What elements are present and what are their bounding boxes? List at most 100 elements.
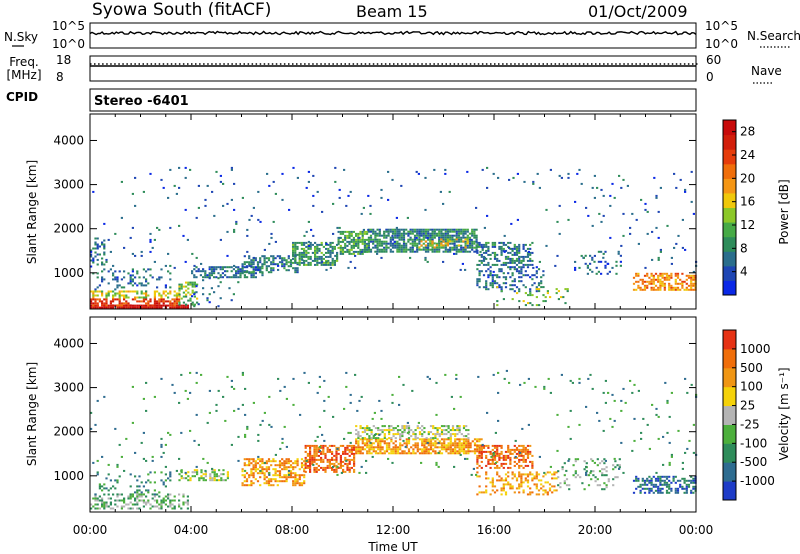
data-cell xyxy=(361,236,364,239)
data-cell xyxy=(187,479,190,482)
data-cell xyxy=(426,246,429,249)
data-cell xyxy=(125,437,128,440)
data-cell xyxy=(105,260,108,263)
data-cell xyxy=(390,425,393,428)
data-cell xyxy=(370,452,373,455)
data-cell xyxy=(522,450,525,453)
data-cell xyxy=(518,280,521,283)
data-cell xyxy=(515,462,519,465)
data-cell xyxy=(685,483,688,486)
data-cell xyxy=(366,450,369,453)
data-cell xyxy=(535,485,538,488)
data-cell xyxy=(480,491,483,494)
data-cell xyxy=(429,242,432,245)
data-cell xyxy=(208,274,211,277)
data-cell xyxy=(357,250,360,253)
data-cell xyxy=(241,263,244,266)
data-cell xyxy=(305,253,308,256)
data-cell xyxy=(418,438,422,441)
data-cell xyxy=(683,487,686,490)
data-cell xyxy=(462,240,465,243)
data-cell xyxy=(466,242,469,245)
data-cell xyxy=(218,479,221,482)
data-cell xyxy=(674,274,677,277)
data-cell xyxy=(357,236,360,239)
data-cell xyxy=(96,507,99,510)
data-cell xyxy=(651,258,654,261)
data-cell xyxy=(434,442,437,445)
data-cell xyxy=(690,276,693,279)
data-cell xyxy=(542,489,545,492)
data-cell xyxy=(411,248,414,251)
data-cell xyxy=(460,248,463,251)
data-cell xyxy=(607,480,610,483)
data-cell xyxy=(670,487,673,490)
data-cell xyxy=(101,499,104,502)
data-cell xyxy=(659,286,662,289)
data-cell xyxy=(410,435,413,438)
data-cell xyxy=(391,178,394,181)
data-cell xyxy=(465,444,468,447)
data-cell xyxy=(429,438,433,441)
data-cell xyxy=(504,257,508,260)
data-cell xyxy=(105,306,108,309)
data-cell xyxy=(219,281,222,284)
data-cell xyxy=(134,503,137,506)
data-cell xyxy=(451,234,454,237)
data-cell xyxy=(337,246,340,249)
data-cell xyxy=(407,234,410,237)
data-cell xyxy=(467,442,470,445)
data-cell xyxy=(681,467,684,470)
data-cell xyxy=(487,245,490,248)
data-cell xyxy=(637,272,640,275)
data-cell xyxy=(435,463,438,466)
data-cell xyxy=(467,433,470,436)
data-cell xyxy=(350,248,353,251)
data-cell xyxy=(444,246,447,249)
data-cell xyxy=(476,462,479,465)
data-cell xyxy=(396,232,399,235)
data-cell xyxy=(252,276,255,279)
data-cell xyxy=(313,450,316,453)
data-cell xyxy=(383,452,386,455)
data-cell xyxy=(245,458,249,461)
data-cell xyxy=(178,473,181,476)
colorbar-tick-label: 25 xyxy=(740,399,755,413)
data-cell xyxy=(175,304,178,307)
data-cell xyxy=(424,246,428,249)
data-cell xyxy=(603,488,606,491)
data-cell xyxy=(388,448,391,451)
data-cell xyxy=(465,442,468,445)
data-cell xyxy=(353,458,356,461)
data-cell xyxy=(248,271,251,274)
data-cell xyxy=(396,429,400,432)
data-cell xyxy=(641,483,644,486)
data-cell xyxy=(383,442,386,445)
data-cell xyxy=(574,476,577,479)
data-cell xyxy=(368,448,371,451)
data-cell xyxy=(489,481,492,484)
data-cell xyxy=(427,248,430,251)
data-cell xyxy=(387,228,390,231)
data-cell xyxy=(456,450,459,453)
data-cell xyxy=(359,448,362,451)
data-cell xyxy=(482,446,486,449)
data-cell xyxy=(346,446,349,449)
data-cell xyxy=(622,212,625,215)
data-cell xyxy=(114,292,117,295)
data-cell xyxy=(493,458,497,461)
data-cell xyxy=(252,271,255,274)
freq-trace xyxy=(90,63,698,67)
data-cell xyxy=(425,450,428,453)
data-cell xyxy=(533,483,536,486)
data-cell xyxy=(433,236,436,239)
data-cell xyxy=(178,292,181,295)
data-cell xyxy=(277,264,280,267)
data-cell xyxy=(478,485,481,488)
data-cell xyxy=(492,270,495,273)
data-cell xyxy=(383,429,386,432)
data-cell xyxy=(346,464,349,467)
data-cell xyxy=(655,196,658,199)
data-cell xyxy=(283,425,286,428)
data-cell xyxy=(476,249,479,252)
